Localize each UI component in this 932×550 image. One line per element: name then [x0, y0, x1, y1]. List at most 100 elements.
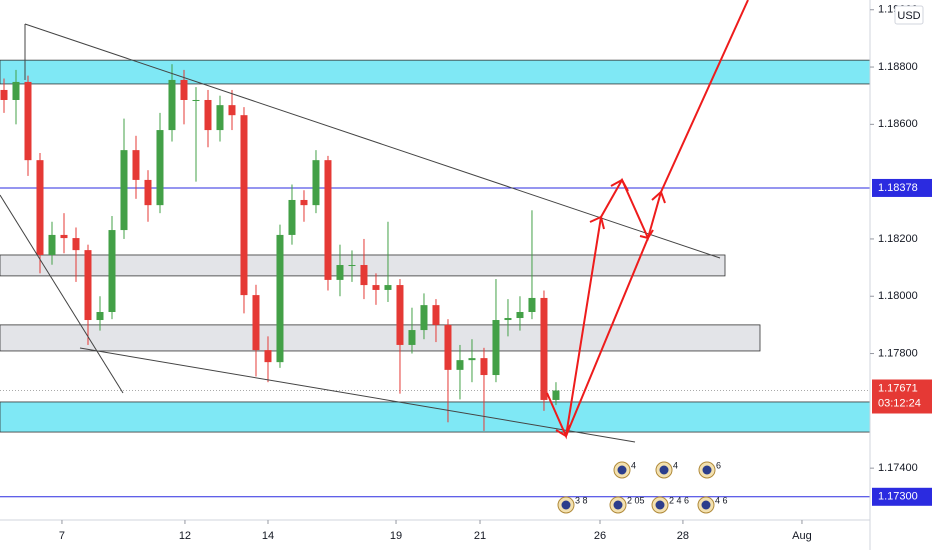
candle-body — [228, 105, 236, 116]
candle-body — [360, 265, 368, 286]
trend-line — [0, 194, 124, 394]
candle-body — [216, 105, 224, 131]
candle-body — [300, 199, 308, 206]
zones — [0, 59, 871, 433]
candle-body — [108, 230, 116, 312]
zone — [0, 59, 871, 85]
candles — [0, 64, 560, 431]
zone — [0, 401, 871, 433]
candle-body — [264, 350, 272, 363]
event-flag — [617, 465, 627, 475]
arrow-head — [555, 424, 571, 438]
event-flag — [655, 500, 665, 510]
candle-body — [72, 238, 80, 251]
candle-body — [384, 285, 392, 290]
x-tick-label: 28 — [677, 530, 689, 542]
candle-body — [480, 358, 488, 376]
candle-body — [516, 312, 524, 319]
candle-body — [552, 390, 560, 400]
x-tick-label: 26 — [594, 530, 606, 542]
arrow-head — [610, 178, 629, 192]
event-label: 2 4 6 — [669, 495, 689, 505]
event-label: 6 — [716, 460, 721, 470]
currency-box — [894, 5, 924, 25]
event-label: 3 8 — [575, 495, 588, 505]
arrow-head — [589, 215, 605, 230]
candle-body — [312, 160, 320, 206]
y-tick-label: 1.17400 — [878, 462, 918, 474]
candle-body — [132, 150, 140, 180]
event-flag — [701, 500, 711, 510]
event-label: 4 — [631, 460, 636, 470]
candle-body — [84, 250, 92, 321]
candle-body — [0, 89, 8, 100]
arrow-head — [651, 190, 666, 204]
candle-body — [288, 199, 296, 235]
candle-body — [468, 358, 476, 361]
candle-body — [252, 295, 260, 351]
candle-body — [240, 115, 248, 296]
event-label: 4 — [673, 460, 678, 470]
level-badge — [872, 178, 932, 197]
y-tick-label: 1.18000 — [878, 290, 918, 302]
projection-path — [565, 237, 649, 437]
candle-body — [504, 318, 512, 321]
candle-body — [528, 297, 536, 312]
event-flag — [613, 500, 623, 510]
candle-body — [324, 160, 332, 280]
last-price-label: 1.17671 — [878, 382, 918, 394]
event-flag — [659, 465, 669, 475]
event-label: 2 05 — [627, 495, 645, 505]
y-tick-label: 1.18600 — [878, 118, 918, 130]
x-tick-label: 14 — [262, 530, 274, 542]
candle-body — [420, 305, 428, 331]
event-flag — [702, 465, 712, 475]
zone — [0, 324, 761, 352]
candle-body — [48, 234, 56, 255]
candle-body — [144, 179, 152, 206]
candle-body — [444, 324, 452, 370]
countdown: 03:12:24 — [878, 397, 921, 409]
currency: USD — [897, 10, 920, 22]
candle-body — [180, 79, 188, 100]
candle-body — [12, 81, 20, 100]
candle-body — [432, 305, 440, 325]
level-badge — [872, 487, 932, 506]
axes: 1.183781.173001.190001.188001.186001.182… — [59, 4, 932, 542]
candle-body — [36, 160, 44, 255]
candle-body — [336, 265, 344, 280]
last-price-badge — [872, 379, 932, 414]
candle-body — [372, 285, 380, 290]
x-tick-label: 7 — [59, 530, 65, 542]
y-tick-label: 1.18200 — [878, 233, 918, 245]
candle-body — [24, 81, 32, 161]
events: 4 4 6 3 8 2 05 2 4 6 4 6 — [557, 460, 728, 514]
trend-lines — [0, 23, 721, 443]
candle-body — [204, 99, 212, 131]
candle-body — [96, 312, 104, 321]
candle-body — [492, 320, 500, 376]
candle-body — [396, 285, 404, 345]
candle-body — [540, 297, 548, 400]
candle-body — [276, 234, 284, 363]
candle-body — [156, 130, 164, 206]
level-label: 1.17300 — [878, 491, 918, 503]
event-flag — [561, 500, 571, 510]
x-tick-label: 21 — [474, 530, 486, 542]
x-tick-label: Aug — [792, 530, 812, 542]
candle-body — [456, 360, 464, 370]
x-tick-label: 12 — [179, 530, 191, 542]
projection-arrows — [546, 0, 749, 440]
level-label: 1.18378 — [878, 182, 918, 194]
trend-line — [79, 347, 636, 443]
arrow-head — [639, 229, 654, 240]
event-label: 4 6 — [715, 495, 728, 505]
candle-body — [168, 79, 176, 131]
candle-body — [192, 99, 200, 101]
y-tick-label: 1.17800 — [878, 347, 918, 359]
trend-line — [24, 23, 721, 259]
candle-body — [120, 150, 128, 231]
y-tick-label: 1.18800 — [878, 61, 918, 73]
